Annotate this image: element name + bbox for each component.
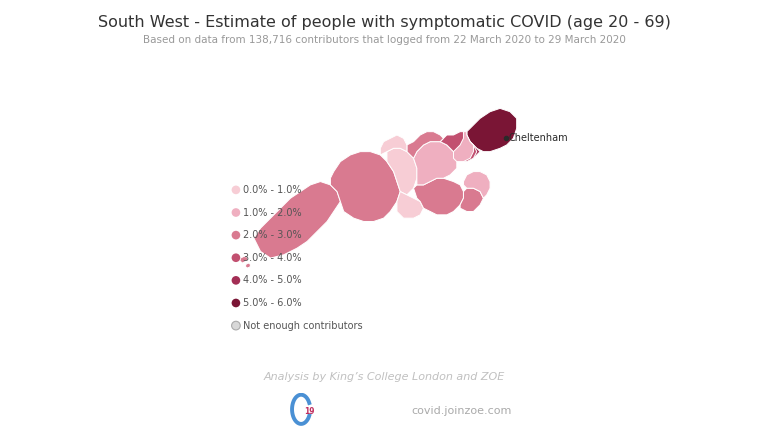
Polygon shape xyxy=(440,132,477,162)
Text: 0.0% - 1.0%: 0.0% - 1.0% xyxy=(243,185,302,195)
Text: Based on data from 138,716 contributors that logged from 22 March 2020 to 29 Mar: Based on data from 138,716 contributors … xyxy=(143,35,625,45)
Polygon shape xyxy=(467,108,517,152)
Text: 2.0% - 3.0%: 2.0% - 3.0% xyxy=(243,230,302,240)
Polygon shape xyxy=(397,191,423,218)
Circle shape xyxy=(232,231,240,239)
Polygon shape xyxy=(407,132,443,158)
Text: 19: 19 xyxy=(304,407,314,416)
Text: 4.0% - 5.0%: 4.0% - 5.0% xyxy=(243,275,302,286)
Circle shape xyxy=(232,299,240,307)
Polygon shape xyxy=(413,178,463,215)
Text: South West - Estimate of people with symptomatic COVID (age 20 - 69): South West - Estimate of people with sym… xyxy=(98,15,670,30)
Polygon shape xyxy=(254,181,340,258)
Text: Cheltenham: Cheltenham xyxy=(508,133,568,143)
Circle shape xyxy=(232,254,240,262)
Text: covid.joinzoe.com: covid.joinzoe.com xyxy=(411,406,511,416)
Circle shape xyxy=(232,321,240,330)
Polygon shape xyxy=(413,142,457,185)
Text: Analysis by King’s College London and ZOE: Analysis by King’s College London and ZO… xyxy=(263,372,505,382)
Circle shape xyxy=(232,186,240,194)
Circle shape xyxy=(232,208,240,217)
Polygon shape xyxy=(240,257,248,263)
Text: 5.0% - 6.0%: 5.0% - 6.0% xyxy=(243,298,302,308)
Polygon shape xyxy=(330,152,400,222)
Text: 1.0% - 2.0%: 1.0% - 2.0% xyxy=(243,207,302,217)
Polygon shape xyxy=(463,172,490,198)
Text: Not enough contributors: Not enough contributors xyxy=(243,321,362,330)
Polygon shape xyxy=(245,263,250,268)
Polygon shape xyxy=(387,148,417,195)
Text: 3.0% - 4.0%: 3.0% - 4.0% xyxy=(243,253,302,263)
Polygon shape xyxy=(460,188,483,212)
Polygon shape xyxy=(457,132,480,162)
Circle shape xyxy=(232,276,240,285)
Polygon shape xyxy=(380,135,407,155)
Polygon shape xyxy=(453,132,473,162)
